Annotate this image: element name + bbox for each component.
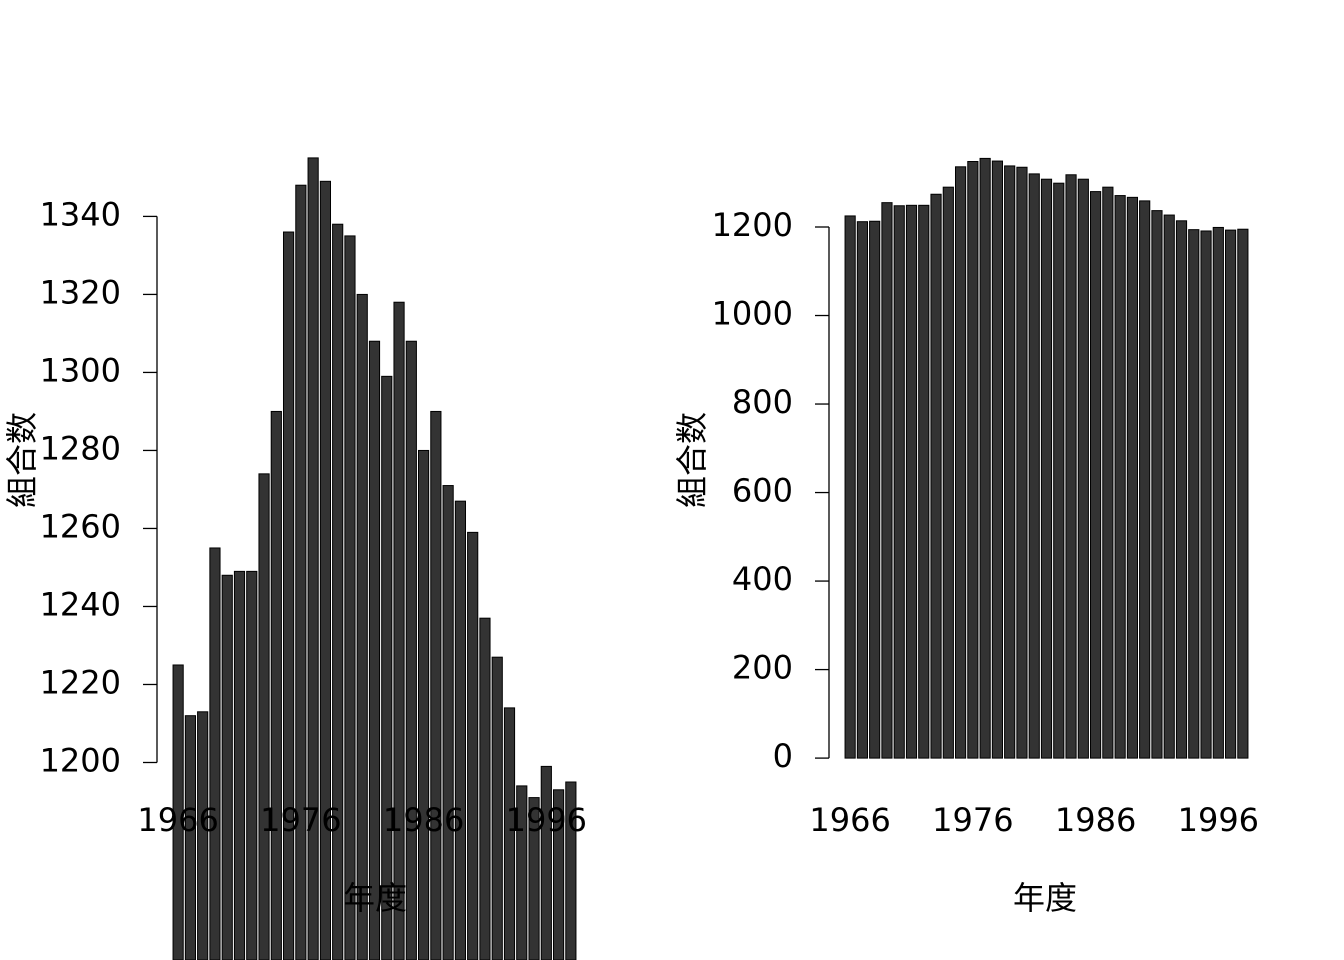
bar: [233, 570, 246, 960]
bar: [172, 664, 184, 960]
bar: [893, 205, 905, 759]
y-tick-label: 800: [732, 383, 793, 421]
bar: [881, 202, 893, 759]
bar: [942, 186, 954, 759]
bar: [869, 220, 881, 759]
bar: [197, 711, 209, 960]
bar: [1040, 178, 1053, 759]
bar: [356, 293, 368, 960]
bar: [270, 410, 282, 960]
bar: [381, 375, 393, 960]
bar: [332, 223, 344, 960]
bar: [282, 231, 295, 960]
y-tick-label: 1220: [40, 663, 121, 701]
y-tick-label: 600: [732, 472, 793, 510]
bar: [1077, 178, 1089, 759]
bar: [1016, 166, 1028, 759]
bar: [442, 485, 454, 960]
y-tick-label: 1340: [40, 195, 121, 233]
bar: [540, 765, 552, 960]
bar: [454, 500, 467, 960]
bar: [319, 180, 332, 960]
x-axis-title: 年度: [1013, 879, 1077, 917]
bar: [1089, 191, 1102, 759]
y-axis-title: 組合数: [3, 412, 41, 508]
bar: [565, 781, 577, 960]
y-tick-label: 1240: [40, 585, 121, 623]
bar: [967, 160, 979, 759]
y-tick-label: 1300: [40, 351, 121, 389]
x-tick-label: 1986: [383, 801, 464, 839]
y-tick-label: 1200: [40, 741, 121, 779]
y-tick-label: 1200: [712, 206, 793, 244]
bar: [1139, 200, 1151, 759]
bar: [979, 157, 991, 759]
bar: [491, 656, 503, 960]
bar: [368, 340, 381, 960]
x-tick-label: 1976: [932, 801, 1013, 839]
bar: [1224, 229, 1237, 759]
bar: [528, 797, 540, 960]
y-tick-label: 1280: [40, 429, 121, 467]
bar: [221, 574, 233, 960]
bar: [856, 221, 869, 759]
bar: [503, 707, 516, 960]
bar: [905, 204, 918, 759]
bar: [552, 789, 565, 960]
bar: [1028, 173, 1040, 759]
y-tick-label: 1260: [40, 507, 121, 545]
bar: [1163, 214, 1175, 759]
x-axis-title: 年度: [343, 879, 407, 917]
bar: [1065, 174, 1077, 759]
bar: [1004, 165, 1016, 759]
bar: [1102, 186, 1114, 759]
bar: [479, 617, 491, 960]
bar: [991, 160, 1004, 759]
bar: [467, 531, 479, 960]
bar: [258, 473, 270, 960]
x-tick-label: 1966: [137, 801, 218, 839]
x-tick-label: 1996: [1178, 801, 1259, 839]
bar: [1212, 226, 1224, 759]
bar: [209, 547, 221, 960]
x-tick-label: 1986: [1055, 801, 1136, 839]
bar: [393, 301, 405, 960]
bar: [405, 340, 417, 960]
y-tick-label: 400: [732, 560, 793, 598]
bar: [1237, 228, 1249, 759]
bar: [844, 215, 856, 759]
bar: [184, 715, 197, 960]
x-tick-label: 1996: [506, 801, 587, 839]
bar: [430, 410, 442, 960]
x-tick-label: 1976: [260, 801, 341, 839]
y-tick-label: 200: [732, 649, 793, 687]
bar: [417, 449, 430, 960]
bar: [295, 184, 307, 960]
y-axis-title: 組合数: [673, 412, 711, 508]
x-tick-label: 1966: [809, 801, 890, 839]
bar: [1200, 230, 1212, 759]
y-tick-label: 1320: [40, 273, 121, 311]
bar: [307, 157, 319, 960]
bar: [1114, 195, 1126, 759]
y-tick-label: 0: [773, 737, 793, 775]
bar: [1053, 182, 1065, 759]
bar: [930, 193, 942, 759]
bar: [954, 166, 967, 759]
bar: [1175, 220, 1188, 759]
bar: [344, 235, 356, 960]
y-tick-label: 1000: [712, 295, 793, 333]
bar: [1126, 196, 1139, 759]
bar: [918, 204, 930, 759]
bar: [1188, 229, 1200, 759]
bar: [246, 570, 258, 960]
bar: [1151, 210, 1163, 759]
